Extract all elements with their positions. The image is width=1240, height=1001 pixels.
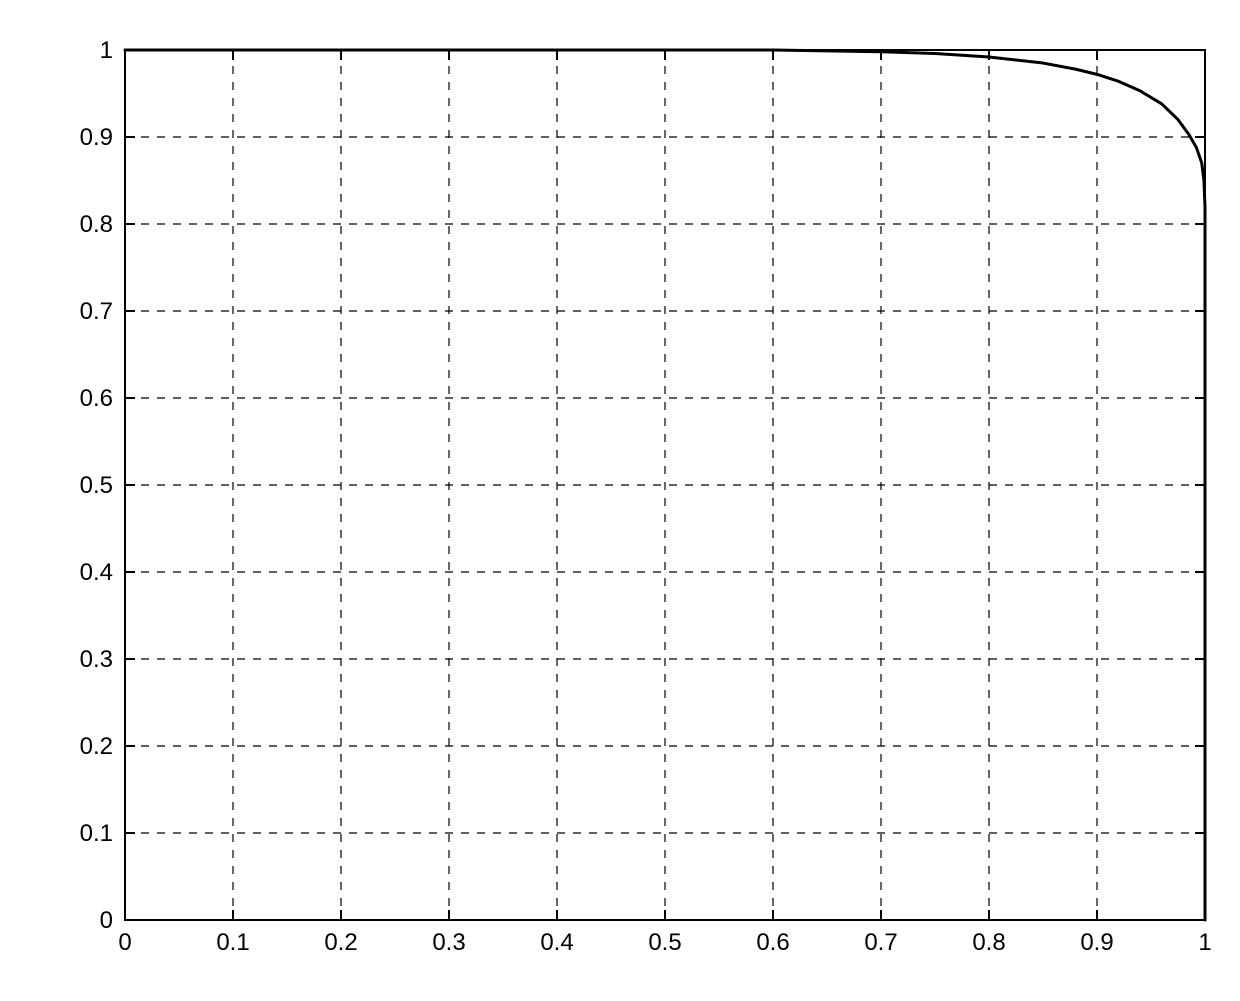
y-tick-label: 0.5 bbox=[80, 472, 113, 499]
x-tick-label: 0.8 bbox=[972, 929, 1005, 956]
y-tick-label: 0.7 bbox=[80, 298, 113, 325]
y-tick-label: 0.4 bbox=[80, 559, 113, 586]
pr-chart: 0 0.1 0.2 0.3 0.4 0.5 0.6 0.7 0.8 0.9 1 0 0.1 0.2 0.3 0… bbox=[0, 0, 1240, 1001]
x-tick-label: 0.6 bbox=[756, 929, 789, 956]
y-tick-label: 0.3 bbox=[80, 646, 113, 673]
x-tick-label: 0.5 bbox=[648, 929, 681, 956]
x-tick-label: 0.2 bbox=[324, 929, 357, 956]
chart-container: 0 0.1 0.2 0.3 0.4 0.5 0.6 0.7 0.8 0.9 1 0 0.1 0.2 0.3 0… bbox=[0, 0, 1240, 1001]
x-tick-label: 0.4 bbox=[540, 929, 573, 956]
x-tick-label: 0 bbox=[118, 929, 131, 956]
x-tick-label: 0.3 bbox=[432, 929, 465, 956]
y-tick-label: 0 bbox=[100, 907, 113, 934]
y-tick-label: 0.9 bbox=[80, 124, 113, 151]
y-tick-label: 0.1 bbox=[80, 820, 113, 847]
x-tick-label: 0.7 bbox=[864, 929, 897, 956]
x-tick-label: 0.1 bbox=[216, 929, 249, 956]
y-tick-label: 1 bbox=[100, 37, 113, 64]
y-tick-label: 0.8 bbox=[80, 211, 113, 238]
y-tick-label: 0.2 bbox=[80, 733, 113, 760]
x-tick-label: 0.9 bbox=[1080, 929, 1113, 956]
x-tick-label: 1 bbox=[1198, 929, 1211, 956]
y-tick-label: 0.6 bbox=[80, 385, 113, 412]
